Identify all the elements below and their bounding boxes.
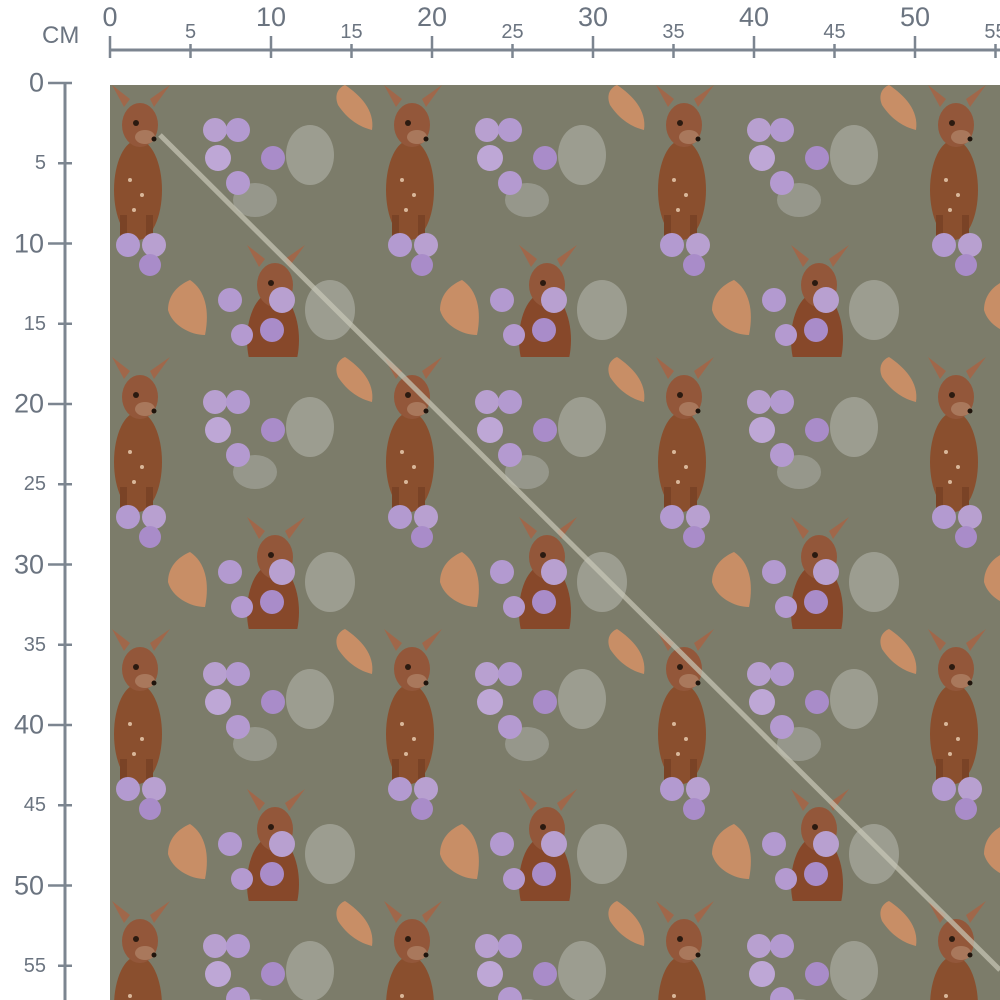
fabric-pattern: [110, 85, 1000, 1000]
ruler-label: 0: [28, 67, 44, 98]
ruler-label: 0: [102, 2, 118, 32]
ruler-label: 55: [23, 954, 46, 977]
ruler-label: 25: [501, 21, 524, 43]
ruler-label: 35: [662, 21, 685, 43]
ruler-label: 10: [13, 228, 44, 258]
ruler-label: 50: [899, 2, 931, 32]
unit-label: CM: [42, 22, 80, 49]
ruler-label: 45: [823, 21, 846, 43]
ruler-label: 25: [23, 473, 46, 496]
ruler-label: 40: [738, 2, 770, 32]
scale-diagonal-line: [158, 133, 1000, 972]
ruler-label: 50: [13, 870, 44, 900]
ruler-label: 5: [184, 21, 197, 43]
ruler-label: 55: [984, 21, 1000, 43]
ruler-label: 40: [13, 709, 44, 740]
ruler-label: 15: [340, 21, 363, 43]
ruler-label: 10: [255, 2, 287, 32]
ruler-label: 5: [34, 152, 46, 175]
ruler-label: 35: [23, 633, 46, 656]
ruler-label: 30: [577, 2, 609, 32]
ruler-label: 30: [13, 549, 44, 579]
ruler-label: 15: [23, 312, 46, 335]
ruler-label: 20: [416, 2, 448, 32]
ruler-label: 45: [23, 794, 46, 817]
fabric-preview: [110, 85, 1000, 1000]
ruler-label: 20: [13, 388, 44, 419]
